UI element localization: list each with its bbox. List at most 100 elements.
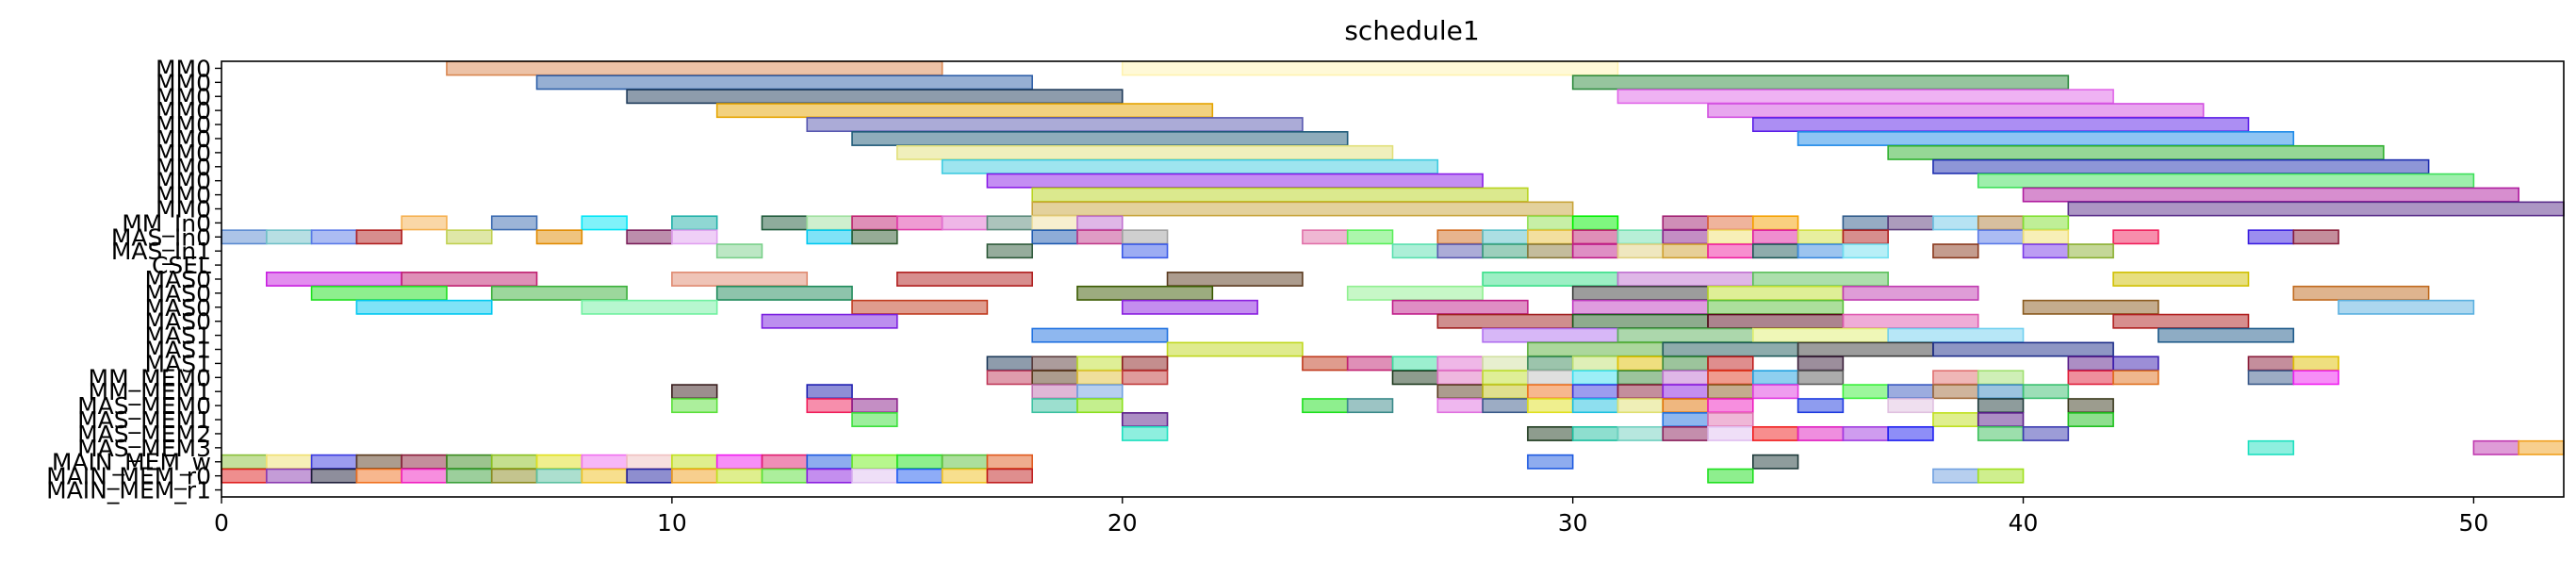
gantt-bar (986, 215, 1033, 231)
gantt-bar (806, 384, 853, 400)
gantt-bar (1616, 89, 2114, 105)
gantt-bar (310, 285, 448, 301)
gantt-bar (1121, 370, 1169, 386)
gantt-bar (1707, 468, 1754, 484)
gantt-bar (1302, 398, 1349, 414)
gantt-bar (2292, 229, 2339, 245)
gantt-bar (1662, 355, 1709, 372)
gantt-bar (1707, 243, 1754, 259)
gantt-bar (1571, 313, 1709, 329)
gantt-bar (1076, 370, 1124, 386)
gantt-bar (1616, 384, 1665, 400)
gantt-bar (986, 355, 1033, 372)
gantt-bar (1797, 425, 1845, 441)
gantt-bar (1121, 229, 1169, 245)
gantt-bar (1436, 384, 1484, 400)
gantt-bar (1346, 229, 1394, 245)
gantt-bar (1346, 398, 1394, 414)
gantt-bar (401, 468, 448, 484)
gantt-bar (1616, 355, 1665, 372)
gantt-bar (1887, 327, 2025, 343)
gantt-bar (1571, 355, 1619, 372)
gantt-bar (2112, 229, 2159, 245)
gantt-bar (401, 454, 448, 470)
gantt-bar (671, 468, 718, 484)
y-tick-label: MM_In0 (122, 209, 211, 237)
gantt-bar (2112, 313, 2250, 329)
gantt-bar (986, 468, 1033, 484)
gantt-bar (715, 103, 1214, 119)
gantt-bar (1166, 272, 1304, 287)
gantt-bar (1031, 398, 1078, 414)
gantt-bar (1752, 454, 1799, 470)
gantt-bar (1887, 215, 1934, 231)
gantt-bar (535, 74, 1033, 91)
gantt-bar (1752, 327, 1889, 343)
gantt-bar (490, 285, 628, 301)
gantt-bar (761, 454, 809, 470)
gantt-bar (490, 454, 538, 470)
gantt-bar (1977, 173, 2475, 189)
gantt-bar (1527, 425, 1574, 441)
gantt-bar (1842, 285, 1979, 301)
gantt-bar (1797, 355, 1845, 372)
gantt-bar (1482, 229, 1529, 245)
y-tick-label: MAS0 (145, 266, 211, 293)
gantt-bar (1121, 299, 1258, 315)
gantt-bar (221, 229, 268, 245)
gantt-bar (626, 229, 673, 245)
gantt-bar (1031, 327, 1169, 343)
gantt-bar (1662, 243, 1709, 259)
gantt-bar (2067, 412, 2114, 427)
bars-layer (221, 60, 2565, 484)
gantt-bar (1707, 412, 1754, 427)
gantt-bar (1616, 425, 1665, 441)
gantt-bar (1977, 468, 2025, 484)
gantt-bar (1932, 370, 1979, 386)
gantt-bar (1076, 355, 1124, 372)
gantt-bar (2158, 327, 2295, 343)
gantt-bar (2292, 370, 2339, 386)
gantt-bar (1797, 229, 1845, 245)
gantt-bar (1977, 370, 2025, 386)
gantt-bar (1977, 425, 2025, 441)
gantt-bar (1752, 384, 1799, 400)
gantt-bar (1571, 229, 1619, 245)
y-tick-label: MAS_MEM2 (77, 421, 211, 448)
gantt-bar (1031, 201, 1574, 217)
gantt-bar (355, 299, 493, 315)
gantt-bar (1076, 398, 1124, 414)
gantt-bar (355, 468, 402, 484)
gantt-bar (1436, 398, 1484, 414)
gantt-bar (1121, 412, 1169, 427)
gantt-bar (535, 468, 583, 484)
gantt-bar (490, 215, 538, 231)
gantt-bar (851, 215, 898, 231)
gantt-bar (1887, 398, 1934, 414)
gantt-bar (2022, 425, 2070, 441)
y-tick-label: MAS0 (145, 308, 211, 336)
gantt-bar (2338, 299, 2475, 315)
gantt-bar (986, 370, 1033, 386)
gantt-bar (1346, 285, 1484, 301)
gantt-bar (1571, 384, 1619, 400)
gantt-bar (1166, 341, 1304, 357)
gantt-bar (1527, 398, 1574, 414)
gantt-bar (1797, 341, 1934, 357)
gantt-bar (2022, 215, 2070, 231)
gantt-bar (535, 454, 583, 470)
gantt-bar (1121, 243, 1169, 259)
gantt-bar (1031, 229, 1078, 245)
y-tick-label: MM_MEM1 (89, 378, 211, 405)
gantt-bar (2022, 187, 2520, 203)
gantt-bar (1707, 313, 1845, 329)
gantt-bar (1571, 370, 1619, 386)
gantt-bar (581, 299, 718, 315)
gantt-bar (1707, 229, 1754, 245)
gantt-bar (671, 384, 718, 400)
gantt-bar (671, 454, 718, 470)
y-tick-label: MAS_MEM3 (77, 435, 211, 462)
gantt-bar (1121, 60, 1619, 76)
gantt-bar (1031, 370, 1078, 386)
